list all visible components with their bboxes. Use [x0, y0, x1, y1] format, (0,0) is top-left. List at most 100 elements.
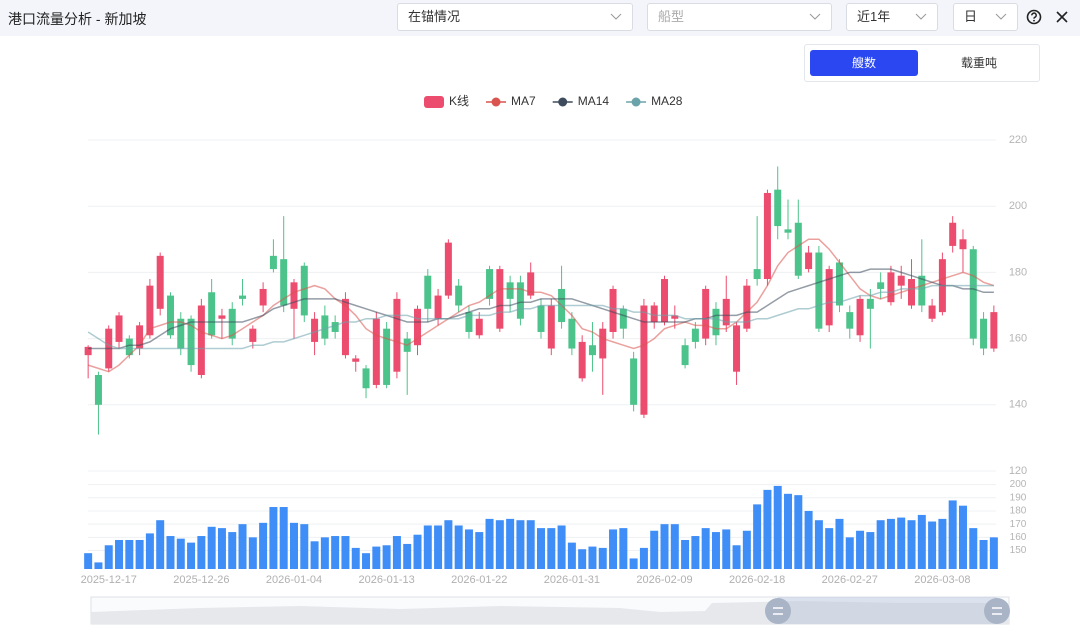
volume-bar — [434, 525, 443, 569]
volume-bar — [609, 529, 618, 569]
toggle-group: 艘数 载重吨 — [804, 44, 1040, 82]
candle-body — [228, 308, 236, 339]
volume-bar — [886, 518, 895, 569]
candle-body — [743, 285, 751, 329]
legend-icon[interactable] — [424, 96, 444, 108]
volume-bar — [773, 485, 782, 569]
volume-bar — [969, 528, 978, 569]
close-icon[interactable] — [1056, 11, 1068, 23]
candle-body — [969, 249, 977, 339]
candle-body — [218, 315, 226, 319]
volume-bar — [938, 518, 947, 569]
candle-body — [733, 325, 741, 372]
candle-body — [846, 312, 854, 329]
volume-bar — [670, 524, 679, 569]
legend-label[interactable]: MA7 — [511, 94, 536, 108]
candle-body — [413, 308, 421, 346]
candle-body — [650, 305, 658, 323]
candle-body — [383, 328, 391, 385]
volume-bar — [145, 533, 154, 569]
candle-body — [393, 298, 401, 372]
volume-bar — [588, 546, 597, 569]
candle-body — [547, 305, 555, 349]
help-icon[interactable] — [1026, 9, 1042, 25]
chevron — [915, 13, 927, 20]
y-tick-label: 160 — [1009, 333, 1027, 345]
volume-bar — [516, 520, 525, 569]
candle-body — [681, 345, 689, 366]
candle-body — [249, 328, 257, 342]
volume-bar — [403, 543, 412, 569]
candle-body — [424, 275, 432, 309]
x-tick-label: 2026-02-18 — [729, 574, 785, 586]
candle-body — [702, 288, 710, 339]
handle-grip — [773, 607, 1002, 615]
volume-bar — [681, 539, 690, 569]
volume-bar — [701, 528, 710, 569]
candle-body — [94, 375, 102, 405]
volume-bar — [732, 545, 741, 569]
volume-bar — [362, 553, 371, 569]
volume-bar — [454, 525, 463, 569]
y-tick-label: 120 — [1009, 465, 1027, 477]
volume-bar — [619, 528, 628, 569]
legend-icon[interactable] — [631, 97, 641, 107]
volume-bar — [310, 541, 319, 569]
candle-body — [815, 252, 823, 329]
volume-bar — [897, 517, 906, 569]
x-tick-label: 2026-02-09 — [636, 574, 692, 586]
volume-bar — [187, 542, 196, 569]
volume-bar — [279, 507, 288, 569]
candle-body — [239, 295, 247, 299]
dropdown[interactable]: 在锚情况 — [397, 3, 633, 31]
legend-icon[interactable] — [491, 97, 501, 107]
dropdown[interactable]: 近1年 — [846, 3, 938, 31]
volume-bar — [495, 520, 504, 569]
toggle-option[interactable]: 载重吨 — [960, 56, 997, 70]
legend-label[interactable]: MA14 — [578, 94, 610, 108]
candle-body — [486, 269, 494, 299]
candle-body — [599, 328, 607, 359]
volume-bar — [598, 547, 607, 569]
volume-bar — [547, 528, 556, 569]
legend-icon[interactable] — [558, 97, 568, 107]
toggle-active[interactable]: 艘数 — [810, 50, 918, 76]
volume-bar — [958, 505, 967, 569]
dropdown[interactable]: 船型 — [647, 3, 832, 31]
candle-body — [506, 282, 514, 299]
dropdown-label: 近1年 — [857, 9, 891, 24]
volume-bar — [711, 532, 720, 569]
zoom-handle[interactable] — [765, 598, 791, 624]
volume-bar — [629, 558, 638, 569]
volume-bar — [979, 539, 988, 569]
volume-bar — [382, 545, 391, 569]
candle-body — [197, 305, 205, 376]
volume-bar — [650, 530, 659, 569]
volume-bar — [948, 500, 957, 569]
volume-bar — [794, 495, 803, 569]
volume-bar — [413, 534, 422, 569]
volume-bar — [742, 530, 751, 569]
zoom-handle[interactable] — [984, 598, 1010, 624]
y-tick-label: 200 — [1010, 479, 1027, 490]
dropdown-placeholder: 船型 — [658, 9, 685, 24]
candle-body — [496, 269, 504, 329]
candle-body — [691, 328, 699, 342]
dropdown[interactable]: 日 — [953, 3, 1018, 31]
volume-bar — [537, 528, 545, 569]
candle-body — [609, 288, 617, 332]
legend-label[interactable]: MA28 — [651, 94, 683, 108]
candle-body — [465, 312, 473, 332]
y-tick-label: 180 — [1009, 266, 1027, 278]
candle-body — [763, 192, 771, 280]
candle-body — [341, 298, 349, 356]
x-tick-label: 2025-12-17 — [81, 574, 137, 586]
volume-bar — [475, 532, 484, 569]
volume-bar — [639, 547, 648, 569]
zoom-window[interactable] — [778, 597, 997, 624]
volume-bar — [928, 521, 937, 569]
candle-body — [331, 322, 339, 332]
candle-body — [259, 288, 267, 306]
volume-bar — [835, 518, 844, 569]
legend-label[interactable]: K线 — [449, 94, 469, 108]
